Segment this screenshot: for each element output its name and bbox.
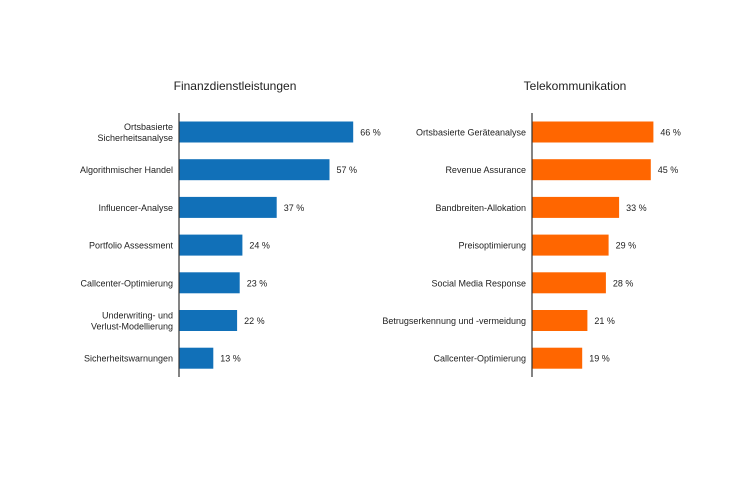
bar xyxy=(179,347,214,369)
bar xyxy=(532,347,583,369)
category-label-line: Influencer-Analyse xyxy=(98,203,173,213)
category-label: Algorithmischer Handel xyxy=(80,165,173,175)
category-label-line: Verlust-Modellierung xyxy=(91,322,173,332)
category-label: Social Media Response xyxy=(431,278,526,288)
category-label: Callcenter-Optimierung xyxy=(433,354,526,364)
bar xyxy=(179,121,354,143)
chart-panel-2: Telekommunikation 46 % Ortsbasierte Geräte… xyxy=(382,79,681,377)
bar xyxy=(532,272,606,294)
category-label-line: Portfolio Assessment xyxy=(89,241,174,251)
chart-title: Telekommunikation xyxy=(524,79,627,93)
category-label-line: Betrugserkennung und -vermeidung xyxy=(382,316,526,326)
bar xyxy=(179,196,277,218)
bar xyxy=(179,159,330,181)
category-label-line: Sicherheitswarnungen xyxy=(84,354,173,364)
data-label: 33 % xyxy=(626,203,647,213)
category-label: Influencer-Analyse xyxy=(98,203,173,213)
chart-title: Finanzdienstleistungen xyxy=(174,79,297,93)
category-label-line: Callcenter-Optimierung xyxy=(80,278,173,288)
category-label: Portfolio Assessment xyxy=(89,241,174,251)
bar xyxy=(532,121,654,143)
category-label-line: Underwriting- und xyxy=(102,311,173,321)
category-label-line: Algorithmischer Handel xyxy=(80,165,173,175)
category-label-line: Ortsbasierte Geräteanalyse xyxy=(416,128,526,138)
data-label: 66 % xyxy=(360,128,381,138)
category-label: Underwriting- und Verlust-Modellierung xyxy=(91,311,173,332)
data-label: 23 % xyxy=(247,278,268,288)
data-label: 37 % xyxy=(284,203,305,213)
data-label: 57 % xyxy=(337,165,358,175)
data-label: 13 % xyxy=(220,354,241,364)
category-label: Callcenter-Optimierung xyxy=(80,278,173,288)
category-label-line: Ortsbasierte xyxy=(124,122,173,132)
category-label: Ortsbasierte Geräteanalyse xyxy=(416,128,526,138)
category-label-line: Preisoptimierung xyxy=(458,241,526,251)
data-label: 45 % xyxy=(658,165,679,175)
bar xyxy=(532,196,620,218)
category-label-line: Callcenter-Optimierung xyxy=(433,354,526,364)
data-label: 28 % xyxy=(613,278,634,288)
category-label: Revenue Assurance xyxy=(445,165,526,175)
data-label: 46 % xyxy=(660,128,681,138)
category-label: Sicherheitswarnungen xyxy=(84,354,173,364)
data-label: 29 % xyxy=(616,241,637,251)
category-label: Betrugserkennung und -vermeidung xyxy=(382,316,526,326)
category-label-line: Bandbreiten-Allokation xyxy=(435,203,526,213)
category-label: Preisoptimierung xyxy=(458,241,526,251)
bar xyxy=(179,310,238,331)
bar xyxy=(532,159,651,181)
bar xyxy=(179,234,243,256)
category-label: Bandbreiten-Allokation xyxy=(435,203,526,213)
data-label: 19 % xyxy=(589,354,610,364)
category-label-line: Social Media Response xyxy=(431,278,526,288)
category-label: Ortsbasierte Sicherheitsanalyse xyxy=(97,122,173,143)
category-label-line: Sicherheitsanalyse xyxy=(97,133,173,143)
category-label-line: Revenue Assurance xyxy=(445,165,526,175)
data-label: 24 % xyxy=(249,241,270,251)
data-label: 22 % xyxy=(244,316,265,326)
data-label: 21 % xyxy=(594,316,615,326)
bar xyxy=(532,234,609,256)
bar xyxy=(532,310,588,331)
bar xyxy=(179,272,240,294)
